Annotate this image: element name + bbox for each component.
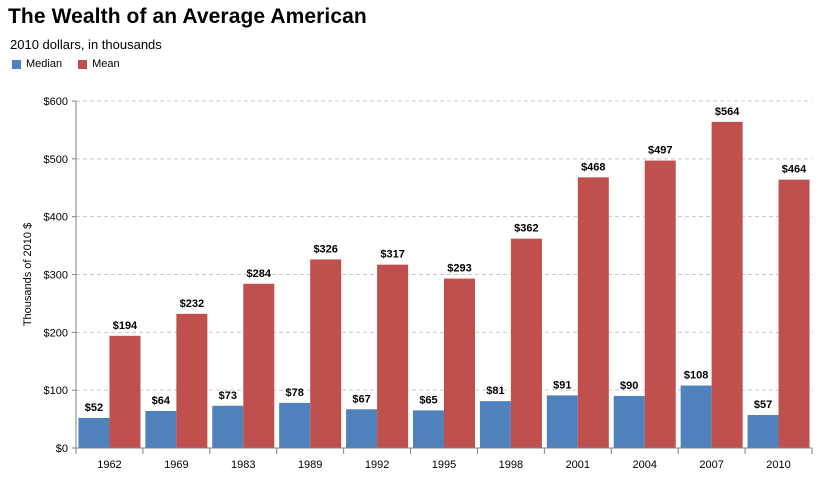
legend-label-median: Median <box>26 58 63 70</box>
bar-median <box>346 409 378 448</box>
bar-mean <box>444 278 475 448</box>
bar-mean <box>711 121 743 448</box>
data-label-mean: $464 <box>782 164 807 176</box>
data-label-median: $81 <box>486 385 504 397</box>
bar-mean <box>577 177 609 448</box>
bar-median <box>212 405 244 448</box>
data-label-median: $78 <box>286 387 304 399</box>
x-tick-label: 2007 <box>699 459 723 471</box>
x-tick-label: 2004 <box>632 459 656 471</box>
chart-subtitle: 2010 dollars, in thousands <box>10 37 162 52</box>
bar-mean <box>243 283 275 448</box>
data-label-median: $64 <box>152 395 171 407</box>
data-label-median: $91 <box>553 379 571 391</box>
y-tick-label: $600 <box>44 96 68 108</box>
bar-mean <box>310 259 342 448</box>
data-label-median: $67 <box>352 393 370 405</box>
data-label-mean: $564 <box>715 106 740 118</box>
data-label-median: $73 <box>219 390 237 402</box>
y-tick-label: $200 <box>44 327 68 339</box>
y-tick-label: $500 <box>44 154 68 166</box>
x-tick-label: 1989 <box>298 459 322 471</box>
data-label-mean: $317 <box>380 249 404 261</box>
x-tick-label: 2001 <box>566 459 590 471</box>
x-tick-label: 1983 <box>231 459 255 471</box>
x-tick-label: 1969 <box>164 459 188 471</box>
bar-median <box>747 415 779 448</box>
data-label-mean: $194 <box>113 320 138 332</box>
data-label-median: $52 <box>85 402 103 414</box>
x-tick-label: 1992 <box>365 459 389 471</box>
legend-item-mean: Mean <box>78 58 120 70</box>
legend-label-mean: Mean <box>92 58 120 70</box>
x-tick-label: 1998 <box>499 459 523 471</box>
data-label-mean: $293 <box>447 263 471 275</box>
bar-median <box>145 410 177 448</box>
data-label-median: $57 <box>754 399 772 411</box>
legend: Median Mean <box>12 58 136 70</box>
data-label-mean: $326 <box>313 243 337 255</box>
y-tick-label: $100 <box>44 385 68 397</box>
bar-median <box>613 395 645 448</box>
chart-title: The Wealth of an Average American <box>8 5 367 28</box>
y-axis-title: Thousands of 2010 $ <box>22 223 34 326</box>
data-label-mean: $232 <box>180 298 204 310</box>
y-tick-label: $0 <box>56 443 68 455</box>
bar-mean <box>510 238 542 448</box>
data-label-median: $108 <box>684 370 708 382</box>
bar-median <box>479 401 511 448</box>
bar-median <box>680 385 712 448</box>
bar-mean <box>377 264 409 448</box>
x-tick-label: 2010 <box>766 459 790 471</box>
x-tick-label: 1995 <box>432 459 456 471</box>
legend-swatch-median <box>12 59 21 69</box>
bar-mean <box>176 313 208 448</box>
data-label-mean: $362 <box>514 223 538 235</box>
bar-median <box>413 410 444 448</box>
data-label-mean: $497 <box>648 145 672 157</box>
data-label-median: $90 <box>620 380 638 392</box>
data-label-median: $65 <box>419 394 437 406</box>
bar-mean <box>109 335 141 448</box>
bar-mean <box>644 160 676 448</box>
data-label-mean: $284 <box>247 268 272 280</box>
y-tick-label: $300 <box>44 270 68 282</box>
bar-median <box>78 417 110 448</box>
y-tick-label: $400 <box>44 212 68 224</box>
x-tick-label: 1962 <box>97 459 121 471</box>
legend-item-median: Median <box>12 58 62 70</box>
bar-mean <box>778 179 810 449</box>
data-label-mean: $468 <box>581 161 605 173</box>
bar-median <box>546 395 578 448</box>
legend-swatch-mean <box>78 59 88 69</box>
bar-median <box>279 402 311 448</box>
